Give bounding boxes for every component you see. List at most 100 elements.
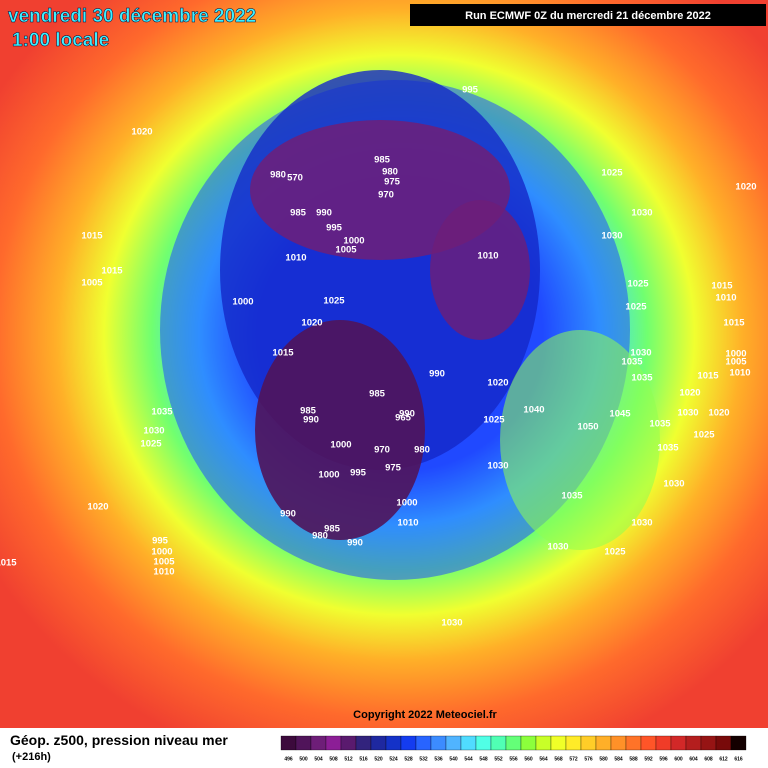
colorbar-swatch [445, 735, 462, 751]
isobar-label: 1030 [143, 426, 164, 437]
colorbar-label: 532 [419, 756, 428, 762]
colorbar-label: 528 [404, 756, 413, 762]
isobar-label: 1015 [697, 371, 719, 382]
isobar-label: 985 [290, 208, 307, 219]
isobar-label: 1025 [601, 168, 623, 179]
colorbar-swatch [610, 735, 627, 751]
isobar-label: 1020 [301, 318, 322, 329]
isobar-label: 1005 [725, 357, 747, 368]
colorbar-label: 500 [299, 756, 308, 762]
isobar-label: 995 [462, 85, 479, 96]
colorbar-swatch [280, 735, 297, 751]
isobar-label: 980 [382, 167, 398, 178]
isobar-label: 1015 [723, 318, 745, 329]
colorbar-label: 516 [359, 756, 368, 762]
isobar-label: 1030 [631, 208, 652, 219]
isobar-label: 1020 [735, 182, 756, 193]
isobar-label: 1025 [625, 302, 647, 313]
isobar-label: 970 [374, 445, 390, 456]
colorbar-label: 568 [554, 756, 563, 762]
isobar-label: 990 [347, 538, 363, 549]
isobar-label: 1010 [397, 518, 418, 529]
colorbar-label: 576 [584, 756, 593, 762]
isobar-label: 1025 [627, 279, 649, 290]
isobar-label: 1015 [81, 231, 103, 242]
colorbar-label: 580 [599, 756, 608, 762]
isobar-label: 965 [395, 413, 412, 424]
colorbar-label: 508 [329, 756, 338, 762]
isobar-label: 995 [152, 536, 169, 547]
colorbar-swatch [400, 735, 417, 751]
isobar-label: 1015 [0, 558, 17, 569]
isobar-label: 1005 [81, 278, 103, 289]
isobar-label: 1030 [630, 348, 651, 359]
isobar-label: 1030 [663, 479, 684, 490]
isobar-label: 1000 [343, 236, 364, 247]
colorbar-label: 524 [389, 756, 398, 762]
isobar-label: 1000 [151, 547, 172, 558]
isobar-label: 1035 [657, 443, 679, 454]
isobar-label: 1000 [725, 349, 746, 360]
isobar-label: 1005 [335, 245, 357, 256]
colorbar-label: 616 [734, 756, 743, 762]
isobar-label: 995 [326, 223, 343, 234]
run-label: Run ECMWF 0Z du mercredi 21 décembre 202… [465, 10, 711, 22]
isobar-label: 1010 [477, 251, 498, 262]
colorbar-label: 572 [569, 756, 578, 762]
colorbar: 496 500 504 508 512 516 520 524 528 532 536 540 544 5… [280, 735, 747, 762]
colorbar-label: 584 [614, 756, 623, 762]
isobar-label: 1035 [649, 419, 671, 430]
colorbar-label: 608 [704, 756, 713, 762]
isobar-label: 1025 [323, 296, 345, 307]
colorbar-label: 564 [539, 756, 548, 762]
colorbar-swatch [475, 735, 492, 751]
colorbar-label: 512 [344, 756, 353, 762]
colorbar-swatch [715, 735, 732, 751]
colorbar-swatch [640, 735, 657, 751]
colorbar-swatch [355, 735, 372, 751]
colorbar-swatch [730, 735, 747, 751]
lead-time: (+216h) [12, 751, 51, 763]
colorbar-label: 600 [674, 756, 683, 762]
isobar-label: 1010 [153, 567, 174, 578]
local-time: 1:00 locale [12, 30, 109, 51]
colorbar-swatch [550, 735, 567, 751]
isobar-label: 1035 [631, 373, 653, 384]
colorbar-label: 604 [689, 756, 698, 762]
isobar-label: 1005 [153, 557, 175, 568]
colorbar-swatch [490, 735, 507, 751]
colorbar-swatch [565, 735, 582, 751]
colorbar-swatch [700, 735, 717, 751]
isobar-label: 1010 [729, 368, 750, 379]
colorbar-label: 536 [434, 756, 443, 762]
isobar-label: 1050 [577, 422, 598, 433]
colorbar-swatch [685, 735, 702, 751]
isobar-label: 975 [385, 463, 402, 474]
colorbar-label: 552 [494, 756, 503, 762]
colorbar-label: 540 [449, 756, 458, 762]
isobar-label: 1010 [285, 253, 306, 264]
isobar-label: 1040 [523, 405, 544, 416]
trough [430, 200, 530, 340]
colorbar-swatch [295, 735, 312, 751]
isobar-label: 990 [316, 208, 332, 219]
isobar-label: 990 [303, 415, 319, 426]
isobar-label: 990 [399, 409, 415, 420]
isobar-label: 995 [350, 468, 367, 479]
isobar-label: 1020 [87, 502, 108, 513]
isobar-label: 1025 [693, 430, 715, 441]
colorbar-label: 520 [374, 756, 383, 762]
isobar-label: 985 [300, 406, 317, 417]
isobar-label: 1020 [679, 388, 700, 399]
isobar-label: 985 [374, 155, 391, 166]
isobar-label: 1035 [621, 357, 643, 368]
colorbar-swatch [415, 735, 432, 751]
trough [255, 320, 425, 540]
isobar-label: 1045 [609, 409, 631, 420]
run-box [410, 4, 766, 26]
colorbar-swatch [370, 735, 387, 751]
colorbar-label: 556 [509, 756, 518, 762]
isobar-label: 1015 [711, 281, 733, 292]
isobar-label: 1035 [151, 407, 173, 418]
